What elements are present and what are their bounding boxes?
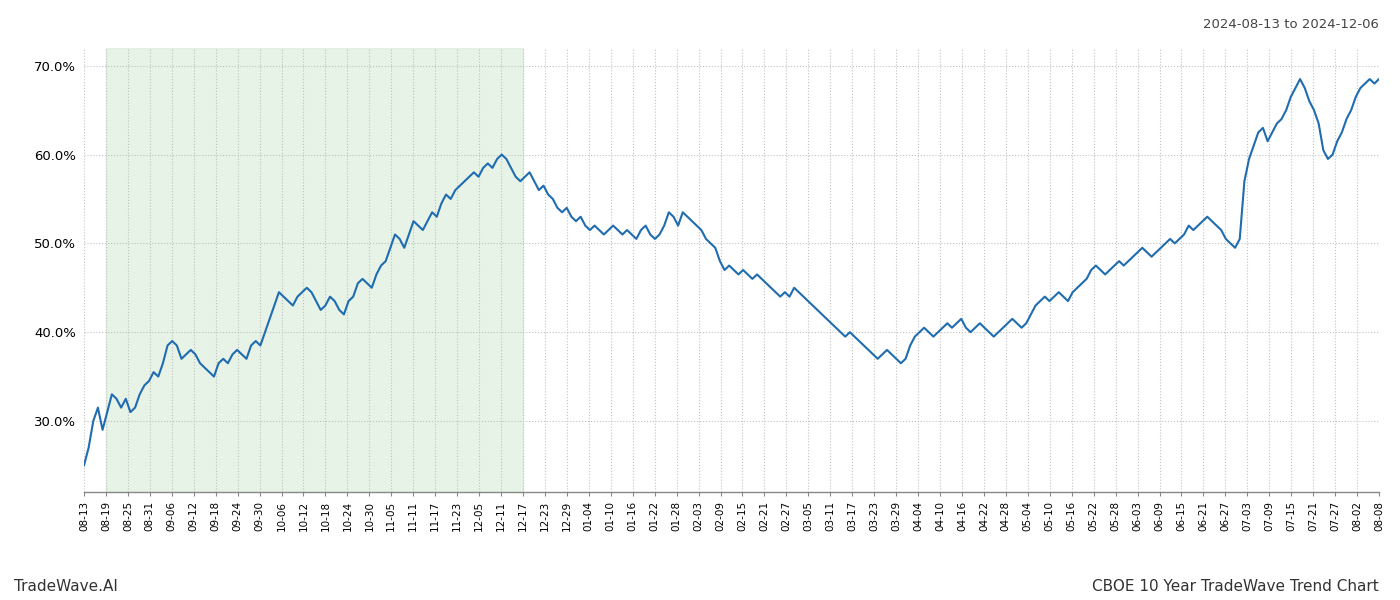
Bar [106, 48, 524, 492]
Text: 2024-08-13 to 2024-12-06: 2024-08-13 to 2024-12-06 [1203, 18, 1379, 31]
Text: TradeWave.AI: TradeWave.AI [14, 579, 118, 594]
Text: CBOE 10 Year TradeWave Trend Chart: CBOE 10 Year TradeWave Trend Chart [1092, 579, 1379, 594]
